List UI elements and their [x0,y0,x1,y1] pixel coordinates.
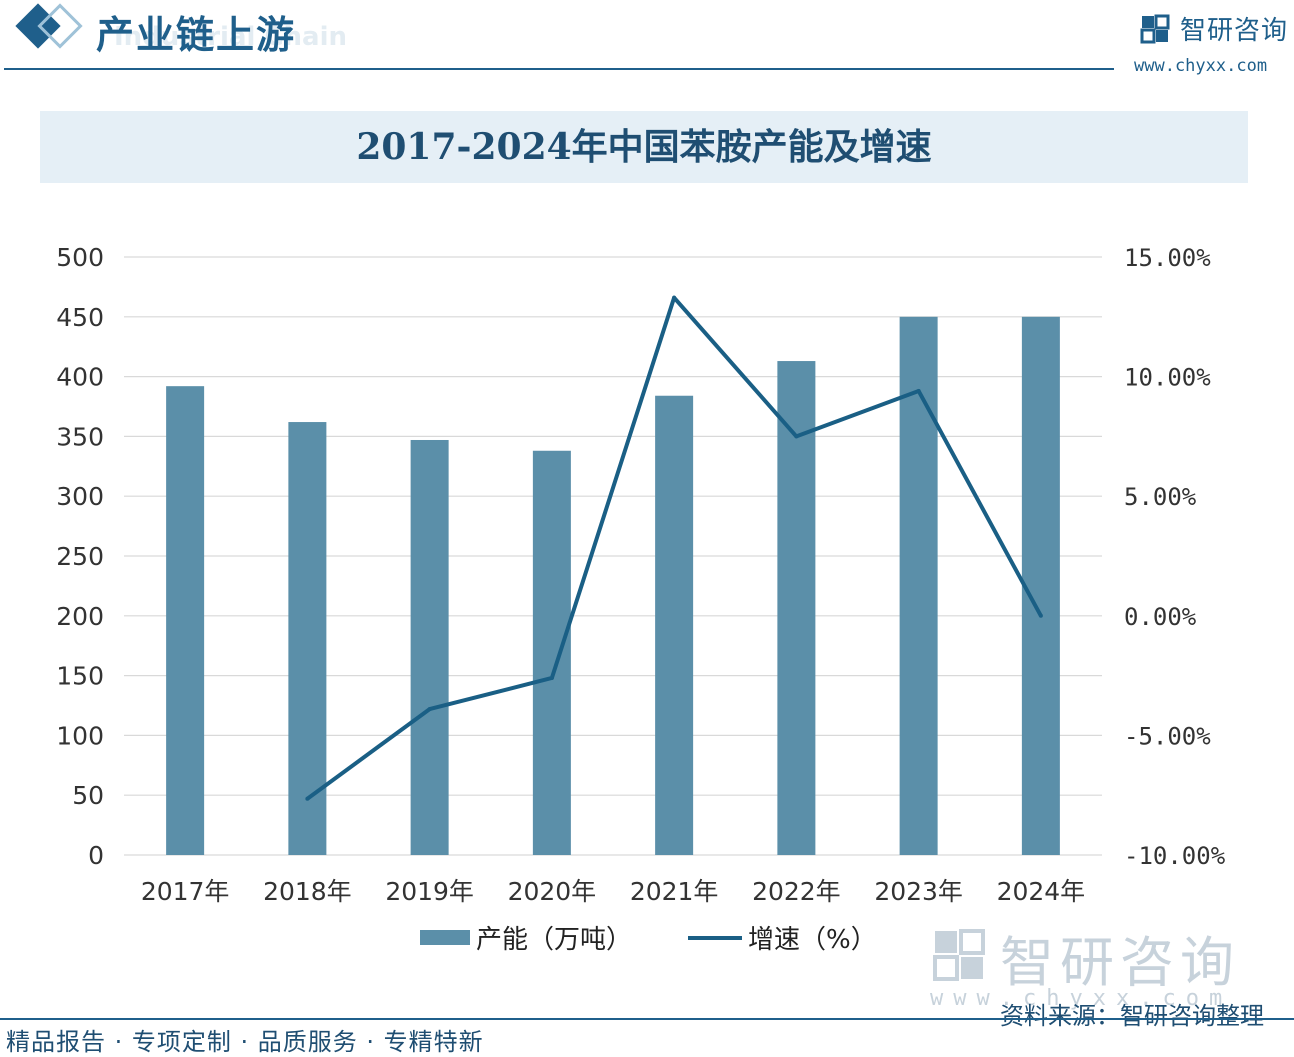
x-tick-label: 2021年 [630,877,719,906]
legend-swatch-bar [420,930,470,945]
y-right-tick-label: -5.00% [1124,722,1211,750]
x-tick-label: 2017年 [141,877,230,906]
bar [899,316,938,855]
bar [288,422,327,855]
y-left-tick-label: 200 [56,602,104,631]
bar-layer [166,316,1060,855]
data-source: 资料来源：智研咨询整理 [1000,1002,1264,1030]
bar [655,395,694,855]
x-tick-label: 2018年 [263,877,352,906]
chart-title-band: 2017-2024年中国苯胺产能及增速 [40,111,1248,183]
growth-point [549,675,554,680]
growth-point [1038,613,1043,618]
y-right-tick-label: 0.00% [1124,603,1197,631]
watermark-brand-name: 智研咨询 [1000,931,1240,994]
y-right-tick-label: 5.00% [1124,483,1197,511]
footer-divider [0,1018,1294,1020]
y-left-tick-label: 100 [56,721,104,750]
y-right-tick-label: 10.00% [1124,364,1211,392]
y-left-tick-label: 250 [56,542,104,571]
axis-layer: 0 50 100 150 200 250 300 350 400 450 500 -10.00% -5.… [56,243,1225,906]
header-divider [4,68,1114,70]
chart-title: 2017-2024年中国苯胺产能及增速 [356,126,932,168]
y-right-tick-label: -10.00% [1124,842,1226,870]
growth-point [305,796,310,801]
y-left-tick-label: 50 [72,781,104,810]
footer-slogan: 精品报告 · 专项定制 · 品质服务 · 专精特新 [6,1028,484,1056]
watermark-brand-url: www.chyxx.com [930,986,1233,1011]
x-tick-label: 2020年 [508,877,597,906]
y-left-tick-label: 500 [56,243,104,272]
brand-url: www.chyxx.com [1134,56,1268,76]
legend-label-growth: 增速（%） [748,925,877,955]
x-tick-label: 2019年 [385,877,474,906]
x-tick-label: 2022年 [752,877,841,906]
y-left-tick-label: 350 [56,422,104,451]
x-tick-label: 2023年 [874,877,963,906]
bar [1021,316,1060,855]
grid-layer [124,256,1102,856]
growth-point [427,707,432,712]
growth-point [916,388,921,393]
line-layer [305,295,1043,801]
y-left-tick-label: 450 [56,303,104,332]
brand-name: 智研咨询 [1180,16,1289,46]
y-left-tick-label: 150 [56,662,104,691]
header: Industrial Chain 产业链上游 智研咨询 www.chyxx.co… [0,0,1294,80]
growth-point [794,434,799,439]
legend-label-capacity: 产能（万吨） [476,925,632,955]
bar [410,439,449,855]
brand-logo-icon [1140,14,1170,44]
bar [777,361,816,855]
bar [166,386,205,855]
y-left-tick-label: 0 [88,841,104,870]
x-tick-label: 2024年 [997,877,1086,906]
section-title: 产业链上游 [96,13,297,57]
bar [532,450,571,855]
y-left-tick-label: 300 [56,482,104,511]
legend: 产能（万吨） 增速（%） [420,925,877,955]
y-left-tick-label: 400 [56,363,104,392]
watermark-logo-icon [933,929,985,981]
growth-point [672,295,677,300]
y-right-tick-label: 15.00% [1124,244,1211,272]
